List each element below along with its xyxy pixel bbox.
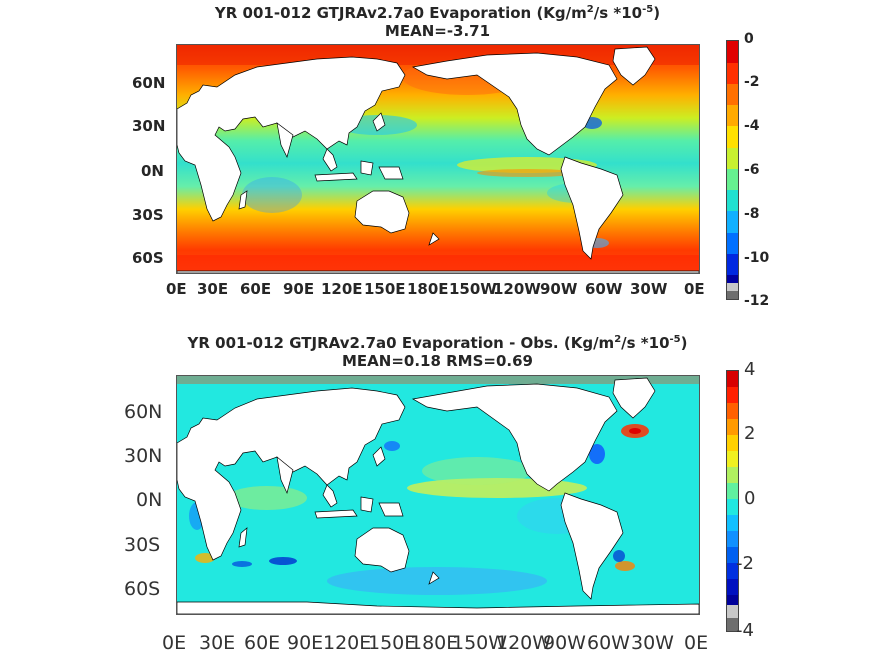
colorbar-tick: -2 xyxy=(736,553,754,574)
lon-tick: 0E xyxy=(162,632,187,654)
continents xyxy=(177,377,699,614)
colorbar-tick: 2 xyxy=(744,423,756,444)
colorbar xyxy=(726,370,739,632)
lon-tick: 180E xyxy=(410,632,459,654)
lon-tick: 120W xyxy=(496,632,552,654)
lon-tick: 90W xyxy=(543,632,586,654)
panel1-subtitle: MEAN=-3.71 xyxy=(384,22,491,40)
lon-tick: 60E xyxy=(240,280,272,298)
lon-tick: 60W xyxy=(585,280,623,298)
lat-tick-30n: 30N xyxy=(124,445,163,467)
colorbar-tick: -6 xyxy=(744,162,760,178)
lat-tick-0n: 0N xyxy=(141,162,164,180)
lat-tick-30n: 30N xyxy=(132,117,166,135)
lat-tick-0n: 0N xyxy=(136,489,163,511)
colorbar-tick: -2 xyxy=(744,74,760,90)
lat-tick-30s: 30S xyxy=(124,534,161,556)
lon-tick: 90W xyxy=(540,280,578,298)
continents xyxy=(177,46,699,273)
lon-tick: 120E xyxy=(323,632,372,654)
lon-tick: 90E xyxy=(283,280,315,298)
colorbar-tick: 4 xyxy=(744,359,756,380)
lon-tick: 150W xyxy=(449,280,497,298)
lon-tick: 90E xyxy=(287,632,324,654)
lat-tick-60n: 60N xyxy=(132,74,166,92)
panel1-title: YR 001-012 GTJRAv2.7a0 Evaporation (Kg/m… xyxy=(214,4,661,22)
lat-tick-60s: 60S xyxy=(124,578,161,600)
colorbar-tick: -4 xyxy=(736,620,754,641)
lon-tick: 30W xyxy=(631,632,674,654)
lat-tick-30s: 30S xyxy=(132,206,164,224)
colorbar-tick: -4 xyxy=(744,118,760,134)
colorbar-tick: 0 xyxy=(744,31,754,47)
lon-tick: 120E xyxy=(321,280,363,298)
lon-tick: 60W xyxy=(587,632,630,654)
lon-tick: 30W xyxy=(630,280,668,298)
lon-tick: 150E xyxy=(364,280,406,298)
lat-tick-60s: 60S xyxy=(132,249,164,267)
lon-tick: 180E xyxy=(407,280,449,298)
evaporation-map xyxy=(176,44,700,274)
lat-tick-60n: 60N xyxy=(124,401,163,423)
colorbar-tick: -10 xyxy=(744,250,770,266)
lon-tick: 120W xyxy=(493,280,541,298)
lon-tick: 30E xyxy=(197,280,229,298)
lon-tick: 150W xyxy=(452,632,508,654)
colorbar-tick: 0 xyxy=(744,488,756,509)
lon-tick: 150E xyxy=(368,632,417,654)
lon-tick: 0E xyxy=(684,632,709,654)
lon-tick: 0E xyxy=(166,280,187,298)
colorbar-tick: -8 xyxy=(744,206,760,222)
lon-tick: 30E xyxy=(199,632,236,654)
colorbar xyxy=(726,40,739,300)
evaporation-bias-map xyxy=(176,375,700,615)
lon-tick: 60E xyxy=(244,632,281,654)
panel2-subtitle: MEAN=0.18 RMS=0.69 xyxy=(342,352,533,370)
panel2-title: YR 001-012 GTJRAv2.7a0 Evaporation - Obs… xyxy=(187,334,688,352)
lon-tick: 0E xyxy=(684,280,705,298)
colorbar-tick: -12 xyxy=(744,293,770,309)
